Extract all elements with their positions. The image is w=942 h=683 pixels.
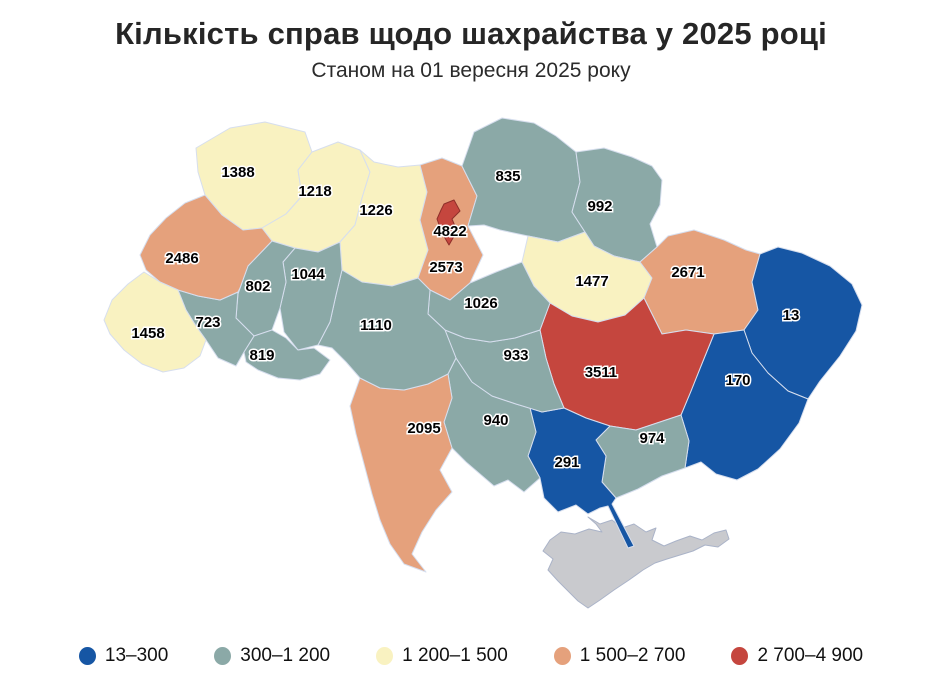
header: Кількість справ щодо шахрайства у 2025 р… — [0, 0, 942, 83]
legend-item-2: 1 200–1 500 — [376, 645, 508, 667]
region-value-label-volyn: 1388 — [221, 164, 254, 181]
region-value-label-dnipropetrovsk: 3511 — [585, 364, 618, 381]
region-value-label-vinnytsia: 1110 — [360, 317, 392, 334]
region-value-label-kherson: 291 — [554, 454, 579, 471]
legend-swatch-icon — [214, 647, 232, 665]
region-value-label-cherkasy: 1026 — [464, 295, 497, 312]
region-cherkasy — [427, 261, 551, 343]
page-title: Кількість справ щодо шахрайства у 2025 р… — [115, 16, 827, 51]
region-kherson — [527, 407, 635, 549]
legend-item-0: 13–300 — [78, 645, 169, 667]
legend-label: 13–300 — [104, 645, 169, 666]
legend-label: 1 500–2 700 — [579, 645, 686, 666]
region-zaporizhzhia — [595, 414, 690, 499]
region-odesa — [349, 373, 453, 573]
region-kharkiv — [639, 229, 761, 335]
legend: 13–300 300–1 200 1 200–1 500 1 500–2 700 2 7… — [0, 645, 942, 667]
region-value-label-sumy: 992 — [587, 198, 612, 215]
legend-swatch-icon — [376, 647, 394, 665]
region-value-label-rivne: 1218 — [298, 183, 331, 200]
region-value-label-zakarpattia: 1458 — [131, 325, 164, 342]
region-value-label-ternopil: 802 — [245, 278, 270, 295]
region-value-label-chernivtsi: 819 — [249, 347, 274, 364]
legend-swatch-icon — [731, 647, 749, 665]
region-value-label-kyiv-oblast: 2573 — [429, 259, 462, 276]
region-value-label-odesa: 2095 — [407, 420, 440, 437]
region-chernivtsi — [243, 329, 331, 381]
region-value-label-khmelnytskyi: 1044 — [291, 266, 325, 283]
region-luhansk — [743, 246, 863, 400]
region-zakarpattia — [103, 271, 207, 373]
region-value-label-kharkiv: 2671 — [671, 264, 704, 281]
region-kyiv-city — [436, 199, 461, 246]
region-crimea — [542, 516, 730, 609]
region-value-label-mykolaiv: 940 — [483, 412, 508, 429]
legend-swatch-icon — [78, 647, 96, 665]
page-subtitle: Станом на 01 вересня 2025 року — [311, 59, 631, 82]
legend-label: 2 700–4 900 — [757, 645, 864, 666]
legend-item-3: 1 500–2 700 — [553, 645, 686, 667]
region-value-label-lviv: 2486 — [165, 250, 198, 267]
legend-label: 300–1 200 — [240, 645, 331, 666]
region-lviv — [139, 194, 273, 301]
legend-item-4: 2 700–4 900 — [731, 645, 863, 667]
region-value-label-donetsk: 170 — [725, 372, 750, 389]
region-value-label-kirovohrad: 933 — [503, 347, 528, 364]
region-value-label-poltava: 1477 — [575, 273, 608, 290]
legend-label: 1 200–1 500 — [402, 645, 508, 666]
region-value-label-kyiv-city: 4822 — [433, 223, 466, 240]
legend-item-1: 300–1 200 — [214, 645, 330, 667]
region-value-label-zhytomyr: 1226 — [359, 202, 392, 219]
region-chernihiv — [461, 117, 586, 243]
region-value-label-luhansk: 13 — [783, 307, 800, 324]
region-value-label-ivano-frankivsk: 723 — [195, 314, 220, 331]
region-value-label-chernihiv: 835 — [495, 168, 520, 185]
region-value-label-zaporizhzhia: 974 — [639, 430, 665, 447]
legend-swatch-icon — [553, 647, 571, 665]
